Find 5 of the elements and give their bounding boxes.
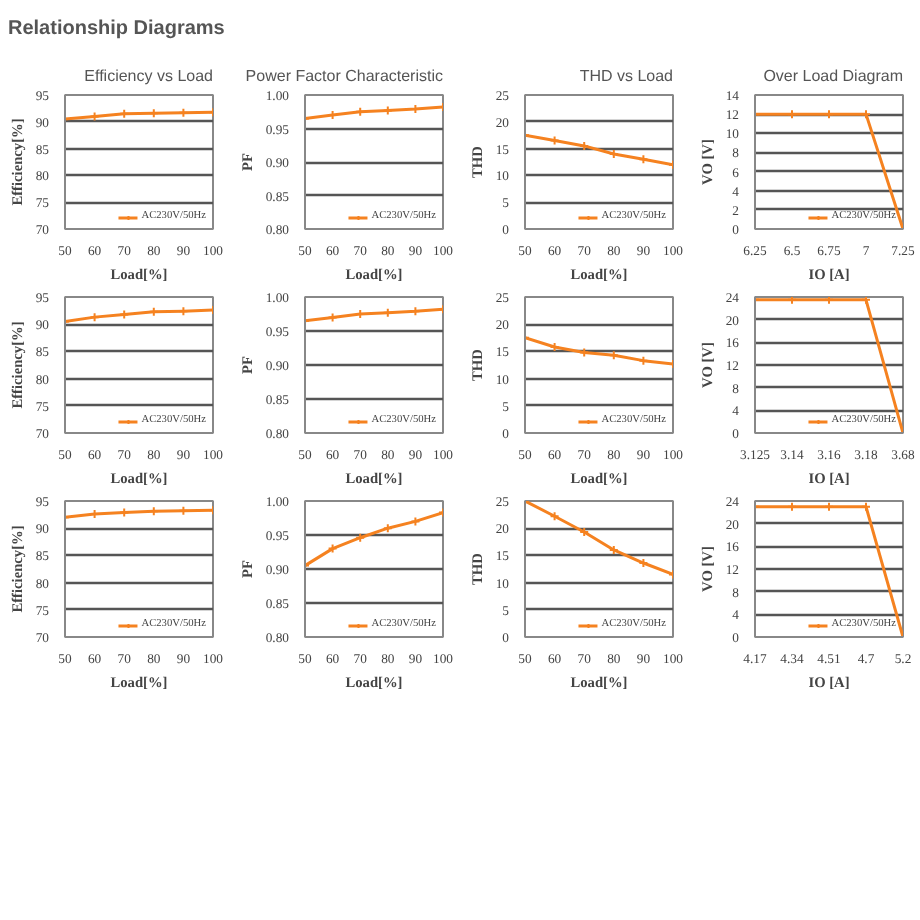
text: Relationship Diagrams (8, 16, 225, 44)
chart-title: Efficiency vs Load (84, 67, 214, 86)
chart-title: Power Factor Characteristic (245, 67, 444, 86)
chart-title: THD vs Load (579, 67, 674, 86)
chart-title: Over Load Diagram (763, 67, 904, 86)
